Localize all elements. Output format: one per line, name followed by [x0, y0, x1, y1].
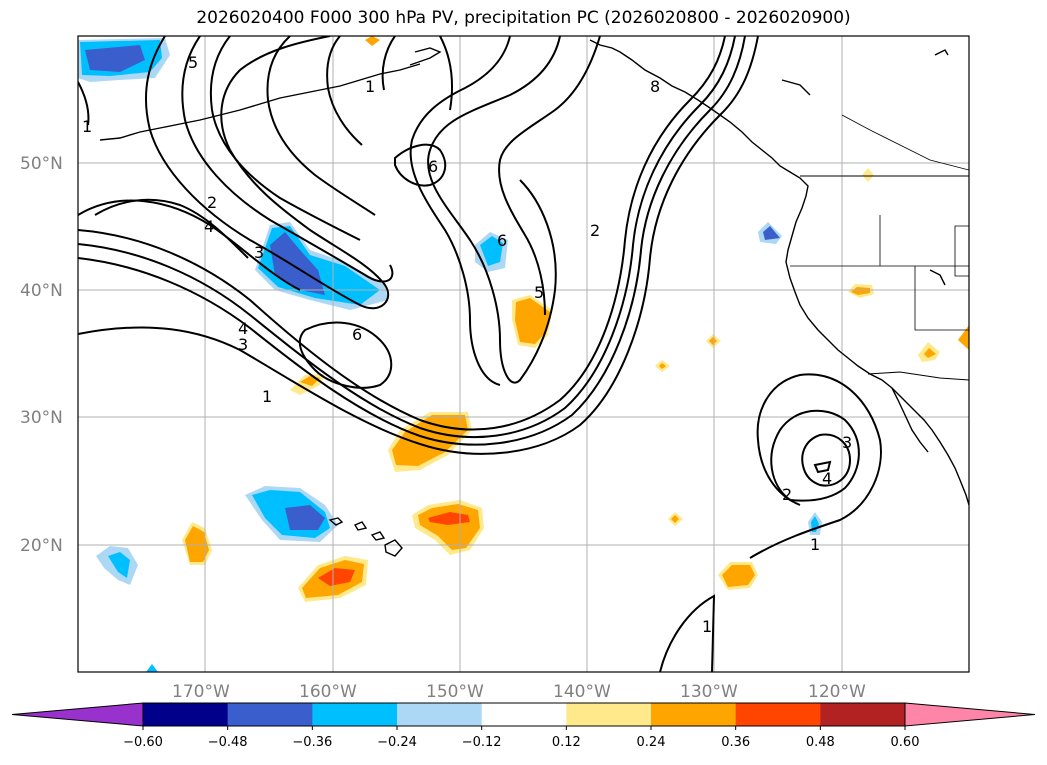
colorbar-segment: [481, 703, 567, 726]
contour-label: 1: [365, 77, 375, 96]
colorbar-tick-label: −0.60: [123, 735, 163, 750]
latitude-axis-labels: 50°N 40°N 30°N 20°N: [20, 154, 63, 556]
precipitation-shading: [78, 36, 969, 672]
colorbar-segment: [735, 703, 821, 726]
contour-label: 8: [650, 77, 660, 96]
contour-label: 5: [188, 53, 198, 72]
colorbar-segment: [312, 703, 398, 726]
contour-label: 5: [534, 283, 544, 302]
graticule: [78, 36, 969, 672]
contour-label: 4: [238, 319, 248, 338]
longitude-label: 170°W: [172, 682, 230, 702]
colorbar-tick-label: −0.24: [377, 735, 417, 750]
colorbar-segment: [227, 703, 313, 726]
colorbar-extend-high: [904, 702, 1036, 727]
longitude-label: 130°W: [680, 682, 738, 702]
colorbar-tick-labels: −0.60 −0.48 −0.36 −0.24 −0.12 0.12 0.24 0.36 0.4…: [123, 726, 919, 750]
contour-label: 1: [702, 617, 712, 636]
contour-label: 1: [82, 117, 92, 136]
map-frame: [77, 35, 970, 673]
contour-label: 4: [822, 469, 832, 488]
contour-label: 3: [238, 335, 248, 354]
longitude-label: 150°W: [426, 682, 484, 702]
contour-label: 2: [590, 221, 600, 240]
colorbar-segment: [566, 703, 652, 726]
colorbar-frame: [142, 702, 906, 727]
colorbar-tick-label: −0.12: [462, 735, 502, 750]
contour-label: 3: [842, 433, 852, 452]
latitude-label: 20°N: [20, 536, 63, 556]
contour-label: 6: [352, 325, 362, 344]
contour-label: 6: [428, 157, 438, 176]
contour-label: 2: [782, 485, 792, 504]
colorbar-tick-label: 0.36: [721, 735, 750, 750]
contour-label: 4: [204, 217, 214, 236]
colorbar: [11, 702, 1036, 727]
colorbar-tick-label: 0.48: [806, 735, 835, 750]
coastlines: [99, 39, 969, 557]
colorbar-tick-label: 0.24: [637, 735, 666, 750]
pv-contours: [78, 36, 882, 672]
contour-label: 1: [262, 387, 272, 406]
latitude-label: 40°N: [20, 281, 63, 301]
contour-label: 3: [254, 243, 264, 262]
colorbar-tick-label: −0.36: [292, 735, 332, 750]
longitude-label: 120°W: [808, 682, 866, 702]
colorbar-segment: [143, 703, 229, 726]
colorbar-tick-label: −0.48: [208, 735, 248, 750]
colorbar-segment: [820, 703, 906, 726]
latitude-label: 50°N: [20, 154, 63, 174]
pv-contour-labels: 5 1 6 1 2 4 3 6 2 5 6 4 3 1 3 4 2 1 1 8: [82, 53, 852, 636]
colorbar-tick-label: 0.60: [891, 735, 920, 750]
longitude-label: 140°W: [553, 682, 611, 702]
contour-label: 2: [207, 193, 217, 212]
colorbar-extend-low: [11, 702, 144, 727]
contour-label: 1: [810, 535, 820, 554]
colorbar-tick-label: 0.12: [552, 735, 581, 750]
colorbar-segment: [397, 703, 483, 726]
longitude-axis-labels: 170°W 160°W 150°W 140°W 130°W 120°W: [172, 682, 866, 702]
latitude-label: 30°N: [20, 408, 63, 428]
colorbar-segment: [651, 703, 737, 726]
map-title: 2026020400 F000 300 hPa PV, precipitatio…: [196, 8, 851, 28]
longitude-label: 160°W: [299, 682, 357, 702]
contour-label: 6: [497, 231, 507, 250]
